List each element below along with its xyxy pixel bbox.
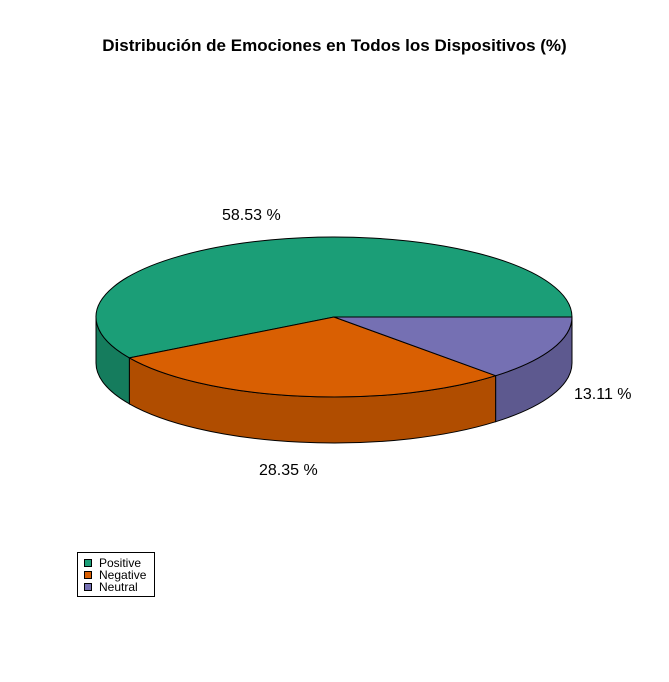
legend-swatch-negative bbox=[84, 571, 92, 579]
legend-swatch-positive bbox=[84, 559, 92, 567]
slice-label-positive: 58.53 % bbox=[222, 207, 281, 224]
legend-label-negative: Negative bbox=[99, 568, 147, 582]
pie-slice-neutral bbox=[333, 316, 573, 377]
legend-label-positive: Positive bbox=[99, 556, 142, 570]
pie-slice-positive bbox=[95, 236, 573, 359]
legend-item-negative: Negative bbox=[84, 569, 146, 581]
pie-slice-negative bbox=[128, 316, 498, 398]
legend-item-neutral: Neutral bbox=[84, 581, 146, 593]
legend-item-positive: Positive bbox=[84, 557, 146, 569]
slice-label-negative: 28.35 % bbox=[259, 462, 318, 479]
slice-label-neutral: 13.11 % bbox=[574, 386, 632, 403]
legend: Positive Negative Neutral bbox=[77, 552, 156, 597]
legend-label-neutral: Neutral bbox=[99, 580, 138, 594]
chart-title: Distribución de Emociones en Todos los D… bbox=[102, 36, 567, 55]
legend-swatch-neutral bbox=[84, 583, 92, 591]
